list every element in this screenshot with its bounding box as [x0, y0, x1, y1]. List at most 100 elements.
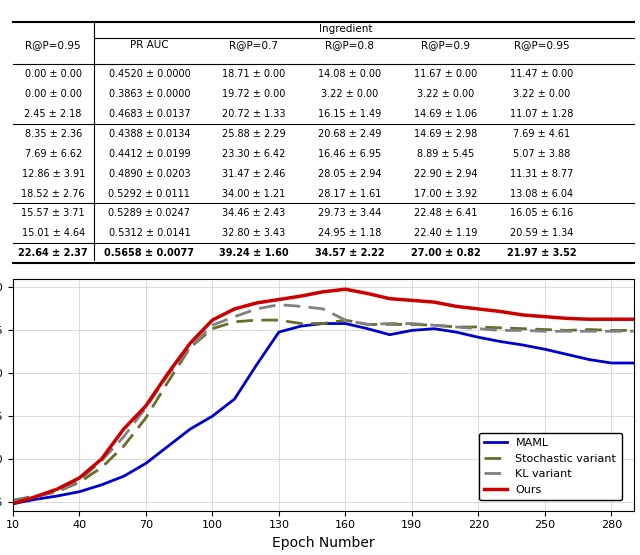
Text: 34.57 ± 2.22: 34.57 ± 2.22 [315, 248, 385, 258]
MAML [253, 361, 260, 368]
Text: Ingredient: Ingredient [319, 24, 372, 34]
Text: 14.08 ± 0.00: 14.08 ± 0.00 [318, 69, 381, 79]
KL variant [430, 322, 438, 329]
Text: 16.05 ± 6.16: 16.05 ± 6.16 [511, 209, 573, 219]
Text: R@P=0.95: R@P=0.95 [514, 40, 570, 50]
MAML [230, 396, 238, 402]
Ours [475, 306, 483, 312]
Ours [31, 493, 39, 500]
Stochastic variant [430, 322, 438, 329]
Text: 0.3863 ± 0.0000: 0.3863 ± 0.0000 [109, 89, 190, 99]
Line: Ours: Ours [13, 289, 634, 504]
MAML [9, 501, 17, 507]
Text: R@P=0.95: R@P=0.95 [26, 40, 81, 50]
Stochastic variant [541, 326, 548, 333]
Ours [120, 426, 127, 432]
KL variant [364, 321, 371, 327]
Text: 11.07 ± 1.28: 11.07 ± 1.28 [510, 109, 573, 119]
Stochastic variant [386, 321, 394, 327]
Text: 20.59 ± 1.34: 20.59 ± 1.34 [510, 229, 573, 239]
Line: Stochastic variant: Stochastic variant [13, 320, 634, 500]
KL variant [76, 477, 83, 484]
KL variant [342, 317, 349, 324]
Ours [319, 289, 327, 295]
Ours [186, 340, 194, 347]
Text: 28.05 ± 2.94: 28.05 ± 2.94 [318, 169, 381, 179]
Stochastic variant [475, 324, 483, 330]
MAML [475, 334, 483, 341]
MAML [342, 320, 349, 327]
MAML [98, 482, 106, 488]
Ours [430, 299, 438, 305]
Text: 3.22 ± 0.00: 3.22 ± 0.00 [417, 89, 474, 99]
MAML [519, 342, 527, 349]
KL variant [186, 344, 194, 351]
Text: 20.68 ± 2.49: 20.68 ± 2.49 [318, 129, 381, 139]
Stochastic variant [297, 320, 305, 327]
MAML [408, 327, 416, 334]
Ours [297, 292, 305, 299]
Text: 34.00 ± 1.21: 34.00 ± 1.21 [221, 189, 285, 199]
Text: 3.22 ± 0.00: 3.22 ± 0.00 [321, 89, 378, 99]
Text: 0.00 ± 0.00: 0.00 ± 0.00 [25, 69, 82, 79]
Text: 16.46 ± 6.95: 16.46 ± 6.95 [318, 149, 381, 159]
Text: 0.00 ± 0.00: 0.00 ± 0.00 [25, 89, 82, 99]
Ours [342, 286, 349, 292]
Stochastic variant [342, 317, 349, 324]
Text: R@P=0.8: R@P=0.8 [325, 40, 374, 50]
Text: 7.69 ± 6.62: 7.69 ± 6.62 [24, 149, 82, 159]
Text: PR AUC: PR AUC [130, 40, 169, 50]
Stochastic variant [142, 415, 150, 421]
Ours [497, 308, 504, 315]
Text: 29.73 ± 3.44: 29.73 ± 3.44 [318, 209, 381, 219]
KL variant [408, 320, 416, 327]
Ours [53, 486, 61, 492]
Text: 39.24 ± 1.60: 39.24 ± 1.60 [218, 248, 288, 258]
KL variant [475, 325, 483, 332]
Text: 18.71 ± 0.00: 18.71 ± 0.00 [221, 69, 285, 79]
Stochastic variant [364, 321, 371, 327]
MAML [563, 351, 571, 358]
Text: 16.15 ± 1.49: 16.15 ± 1.49 [318, 109, 381, 119]
KL variant [452, 324, 460, 330]
KL variant [31, 493, 39, 500]
Ours [364, 290, 371, 297]
MAML [53, 493, 61, 500]
Text: 27.00 ± 0.82: 27.00 ± 0.82 [411, 248, 481, 258]
KL variant [230, 314, 238, 320]
Line: MAML: MAML [13, 324, 634, 504]
Text: 2.45 ± 2.18: 2.45 ± 2.18 [24, 109, 82, 119]
Legend: MAML, Stochastic variant, KL variant, Ours: MAML, Stochastic variant, KL variant, Ou… [479, 433, 622, 501]
Ours [408, 297, 416, 304]
MAML [364, 325, 371, 332]
Ours [386, 295, 394, 302]
KL variant [607, 328, 615, 335]
KL variant [120, 433, 127, 440]
Text: 28.17 ± 1.61: 28.17 ± 1.61 [318, 189, 381, 199]
MAML [541, 346, 548, 352]
Stochastic variant [408, 321, 416, 327]
X-axis label: Epoch Number: Epoch Number [272, 536, 374, 550]
KL variant [297, 303, 305, 310]
KL variant [630, 328, 637, 335]
MAML [209, 413, 216, 420]
Stochastic variant [164, 379, 172, 385]
Stochastic variant [186, 344, 194, 351]
MAML [586, 356, 593, 363]
Stochastic variant [497, 325, 504, 331]
KL variant [586, 328, 593, 335]
Ours [586, 316, 593, 322]
Text: 34.46 ± 2.43: 34.46 ± 2.43 [221, 209, 285, 219]
Stochastic variant [209, 325, 216, 332]
Text: 18.52 ± 2.76: 18.52 ± 2.76 [21, 189, 85, 199]
KL variant [164, 372, 172, 379]
Stochastic variant [275, 317, 283, 324]
Text: 22.90 ± 2.94: 22.90 ± 2.94 [414, 169, 477, 179]
KL variant [253, 306, 260, 312]
MAML [31, 496, 39, 503]
Text: 3.22 ± 0.00: 3.22 ± 0.00 [513, 89, 571, 99]
Stochastic variant [586, 326, 593, 333]
MAML [497, 338, 504, 345]
Stochastic variant [76, 479, 83, 486]
Text: 15.57 ± 3.71: 15.57 ± 3.71 [21, 209, 85, 219]
